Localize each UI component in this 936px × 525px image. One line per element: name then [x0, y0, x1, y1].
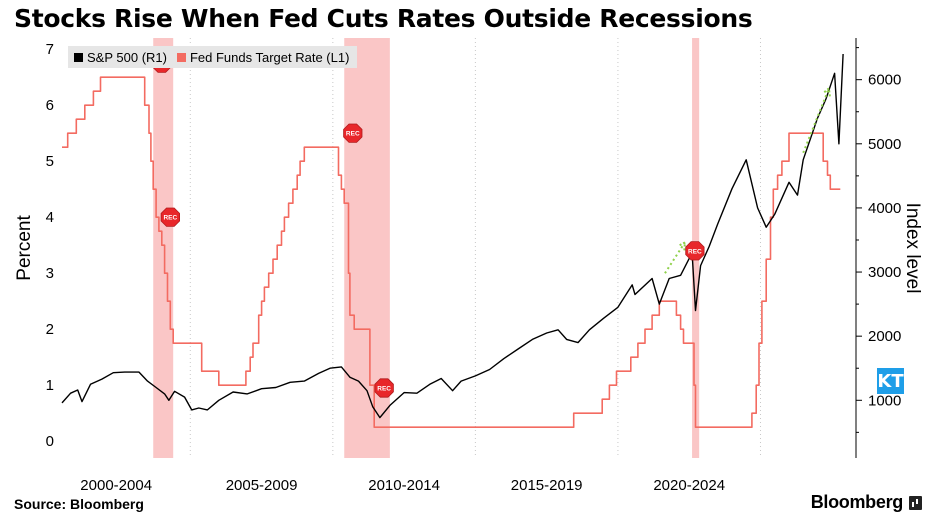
right-tick-label: 3000	[868, 264, 901, 281]
left-tick-label: 5	[46, 153, 54, 170]
growth-arrowhead-0	[677, 240, 687, 251]
legend: S&P 500 (R1) Fed Funds Target Rate (L1)	[68, 46, 358, 68]
right-axis-title: Index level	[902, 203, 923, 294]
x-axis-ticks: 2000-2004 2005-2009 2010-2014 2015-2019 2020…	[80, 477, 725, 494]
x-tick-label: 2015-2019	[511, 477, 583, 494]
left-tick-label: 1	[46, 377, 54, 394]
recession-marker-label-2: REC	[346, 131, 360, 138]
bloomberg-logo: Bloomberg	[811, 492, 922, 513]
legend-item-sp500[interactable]: S&P 500 (R1)	[74, 50, 167, 65]
left-tick-label: 2	[46, 321, 54, 338]
left-axis-title: Percent	[14, 215, 35, 281]
brand-name: Bloomberg	[810, 492, 904, 512]
sp500-line	[61, 53, 844, 419]
recession-marker-3	[374, 378, 394, 398]
recession-bands	[153, 38, 700, 458]
x-tick-label: 2010-2014	[368, 477, 440, 494]
x-tick-label: 2005-2009	[226, 477, 298, 494]
fed-funds-rate-line	[62, 76, 841, 428]
recession-marker-1	[160, 207, 181, 227]
growth-arrowhead-1	[822, 86, 831, 97]
left-axis-ticks: 0 1 2 3 4 5 6 7	[46, 41, 54, 450]
legend-item-fed-rate[interactable]: Fed Funds Target Rate (L1)	[176, 49, 350, 65]
series-layer	[61, 53, 844, 428]
legend-swatch-sp500	[74, 52, 83, 62]
left-tick-label: 4	[46, 209, 54, 226]
growth-arrow-0	[664, 241, 686, 274]
chart-title: Stocks Rise When Fed Cuts Rates Outside …	[14, 4, 753, 33]
left-tick-label: 7	[46, 41, 54, 58]
right-axis-ticks: 1000 2000 3000 4000 5000 6000	[856, 47, 901, 433]
recession-band-0	[153, 38, 174, 458]
source-note: Source: Bloomberg	[14, 496, 144, 512]
x-tick-label: 2020-2024	[653, 477, 725, 494]
growth-arrow-1	[802, 88, 830, 154]
left-tick-label: 0	[46, 433, 54, 450]
right-tick-label: 4000	[868, 200, 901, 217]
recession-markers: RECRECRECRECREC	[152, 53, 705, 398]
recession-marker-label-1: REC	[163, 215, 177, 222]
right-tick-label: 6000	[868, 72, 901, 89]
right-tick-label: 5000	[868, 136, 901, 153]
x-tick-label: 2000-2004	[80, 477, 152, 494]
kt-logo-badge: KT	[877, 368, 904, 394]
recession-marker-label-3: REC	[377, 386, 391, 393]
legend-label-sp500: S&P 500 (R1)	[87, 49, 167, 65]
recession-marker-4	[685, 241, 705, 261]
grid-lines	[189, 38, 761, 458]
annotation-layer	[664, 86, 831, 274]
legend-swatch-fed-rate	[176, 52, 186, 62]
left-tick-label: 3	[46, 265, 54, 282]
right-tick-label: 2000	[868, 328, 901, 345]
legend-label-fed-rate: Fed Funds Target Rate (L1)	[189, 49, 350, 65]
left-tick-label: 6	[46, 97, 54, 114]
recession-marker-label-4: REC	[688, 248, 702, 255]
terminal-icon	[909, 495, 922, 510]
right-tick-label: 1000	[868, 392, 901, 409]
recession-marker-2	[343, 123, 363, 143]
